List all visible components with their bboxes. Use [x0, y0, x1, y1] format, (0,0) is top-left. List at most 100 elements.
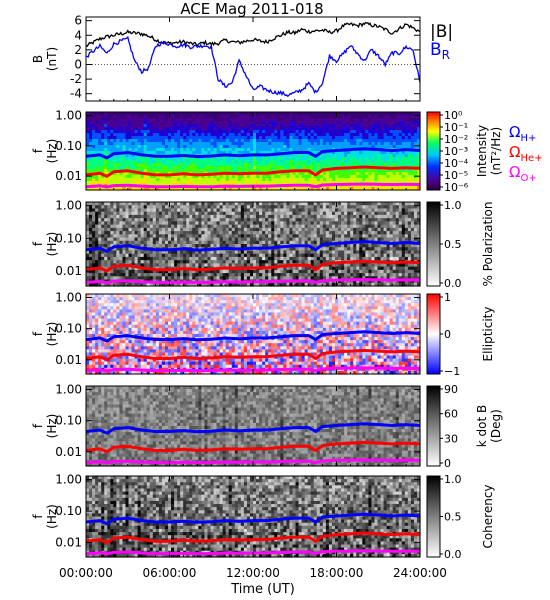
y-tick-label: 0.10	[55, 322, 82, 336]
y-tick-label: 0.01	[55, 536, 82, 550]
x-tick-label: 24:00:00	[393, 566, 447, 580]
spectrogram-intensity	[86, 112, 421, 191]
legend-symbol: |B|	[430, 22, 453, 42]
colorbar-tick-label: 1.0	[444, 199, 462, 212]
legend-symbol: B	[430, 40, 442, 60]
colorbar-fill	[427, 294, 440, 374]
spectrogram-coherency	[86, 476, 421, 558]
y-tick-label: 1.00	[55, 473, 82, 487]
legend-entry: BR	[430, 40, 450, 62]
y-tick-label: 0.10	[55, 231, 82, 245]
x-tick-label: 06:00:00	[143, 566, 197, 580]
legend-entry: |B|	[430, 22, 453, 42]
colorbar-tick-label: 10⁻⁶	[444, 181, 469, 194]
y-tick-label: 4	[74, 28, 82, 42]
series-b-radial	[86, 37, 420, 96]
y-axis-label: f	[31, 331, 45, 336]
y-axis-unit: (Hz)	[45, 414, 59, 439]
spectrogram-ellipticity	[86, 294, 421, 375]
colorbar-unit: (Deg)	[489, 409, 503, 443]
y-tick-label: 1.00	[55, 291, 82, 305]
y-tick-label: -4	[70, 87, 82, 101]
y-tick-label: 0.10	[55, 139, 82, 153]
spectrogram-kdotb	[86, 386, 421, 467]
colorbar-tick-label: 0.0	[444, 548, 462, 561]
colorbar-ellipticity: 1 0 −1 Ellipticity	[427, 291, 495, 378]
panel-kdotb: 1.00 0.10 0.01 f (Hz) 90 60 30 0 k dot B (Deg)	[31, 383, 503, 470]
figure-title: ACE Mag 2011-018	[180, 0, 323, 18]
y-tick-label: 1.00	[55, 108, 82, 122]
legend-field: |B|BR	[430, 22, 453, 62]
colorbar-unit: (nT²/Hz)	[489, 127, 503, 175]
colorbar-label: Intensity	[475, 125, 489, 177]
colorbar-polarization: 1.0 0.5 0.0 % Polarization	[427, 199, 495, 290]
legend-symbol: Ω	[509, 123, 520, 141]
y-tick-label: 0.01	[55, 169, 82, 183]
colorbar-fill	[427, 386, 440, 466]
colorbar-fill	[427, 476, 440, 557]
y-tick-label: 1.00	[55, 383, 82, 397]
colorbar-tick-label: 60	[444, 408, 458, 421]
colorbar-tick-label: 0	[444, 328, 451, 341]
colorbar-fill	[427, 112, 440, 190]
y-tick-label: 6	[74, 14, 82, 28]
legend-subscript: R	[442, 48, 450, 62]
colorbar-label: k dot B	[475, 405, 489, 447]
y-axis-unit: (Hz)	[45, 322, 59, 347]
legend-entry: ΩO+	[509, 163, 537, 184]
y-tick-label: 0.10	[55, 414, 82, 428]
x-tick-label: 12:00:00	[226, 566, 280, 580]
colorbar-tick-label: 1.0	[444, 473, 462, 486]
legend-subscript: O+	[520, 173, 536, 184]
y-axis-unit: (nT)	[45, 47, 59, 71]
colorbar-tick-label: 1	[444, 291, 451, 304]
colorbar-tick-label: 0.0	[444, 277, 462, 290]
y-tick-label: 1.00	[55, 199, 82, 213]
colorbar-tick-label: 0.5	[444, 511, 462, 524]
legend-subscript: H+	[520, 133, 536, 144]
colorbar-tick-label: 0.5	[444, 238, 462, 251]
y-tick-label: 0	[74, 57, 82, 71]
y-tick-label: 2	[74, 43, 82, 57]
y-axis-label: B	[31, 55, 45, 63]
panel-ellipticity: 1.00 0.10 0.01 f (Hz) 1 0 −1 Ellipticity	[31, 291, 495, 378]
legend-intensity: ΩH+ΩHe+ΩO+	[509, 123, 543, 184]
x-axis-label: Time (UT)	[230, 582, 295, 597]
y-axis-label: f	[31, 148, 45, 153]
series-b-magnitude	[86, 23, 420, 47]
colorbar-fill	[427, 202, 440, 286]
y-axis-unit: (Hz)	[45, 504, 59, 529]
y-axis-unit: (Hz)	[45, 232, 59, 257]
colorbar-tick-label: 30	[444, 432, 458, 445]
y-axis-label: f	[31, 423, 45, 428]
colorbar-label: % Polarization	[481, 202, 495, 287]
colorbar-kdotb: 90 60 30 0 k dot B (Deg)	[427, 383, 503, 470]
x-tick-label: 00:00:00	[59, 566, 113, 580]
colorbar-tick-label: −1	[444, 365, 460, 378]
colorbar-tick-label: 0	[444, 457, 451, 470]
legend-subscript: He+	[520, 153, 542, 164]
legend-entry: ΩH+	[509, 123, 536, 144]
y-axis-unit: (Hz)	[45, 139, 59, 164]
legend-symbol: Ω	[509, 143, 520, 161]
y-tick-label: 0.01	[55, 353, 82, 367]
panel-polarization: 1.00 0.10 0.01 f (Hz) 1.0 0.5 0.0 % Polarization	[31, 199, 495, 290]
x-tick-label: 18:00:00	[310, 566, 364, 580]
y-axis-label: f	[31, 241, 45, 246]
legend-symbol: Ω	[509, 163, 520, 181]
y-tick-label: -2	[70, 72, 82, 86]
spectrogram-polarization	[86, 202, 421, 287]
colorbar-label: Ellipticity	[481, 307, 495, 362]
y-tick-label: 0.01	[55, 445, 82, 459]
colorbar-tick-label: 90	[444, 383, 458, 396]
panel-intensity: 1.000.100.01f (Hz)10⁰10⁻¹10⁻²10⁻³10⁻⁴10⁻⁵…	[31, 108, 543, 194]
y-axis-label: f	[31, 514, 45, 519]
y-tick-label: 0.01	[55, 264, 82, 278]
y-tick-label: 0.10	[55, 504, 82, 518]
legend-entry: ΩHe+	[509, 143, 543, 164]
